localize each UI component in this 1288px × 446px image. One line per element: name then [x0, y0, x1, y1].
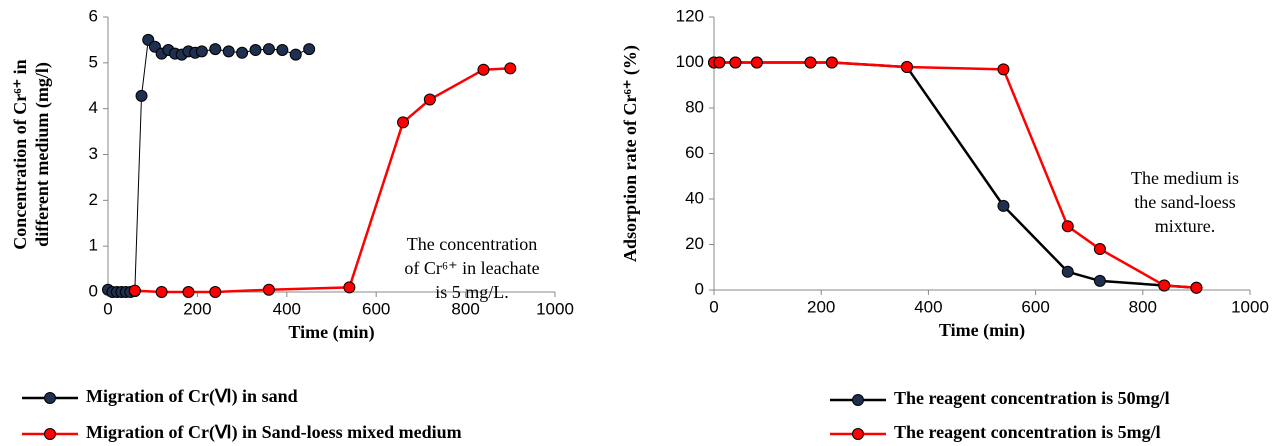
- x-tick-label: 1000: [536, 299, 574, 318]
- data-point: [729, 56, 742, 69]
- series-line: [107, 38, 310, 293]
- data-point: [303, 43, 316, 56]
- x-axis-label: Time (min): [288, 322, 374, 343]
- y-tick-label: 5: [89, 52, 98, 71]
- annotation: The medium is: [1131, 168, 1239, 188]
- data-point: [222, 45, 235, 58]
- x-tick-label: 0: [709, 297, 718, 316]
- data-point: [135, 89, 148, 102]
- y-tick-label: 6: [89, 6, 98, 25]
- data-point: [997, 199, 1010, 212]
- legend-label: The reagent concentration is 5mg/l: [894, 422, 1161, 442]
- data-point: [825, 56, 838, 69]
- annotation: the sand-loess: [1134, 192, 1235, 212]
- data-point: [236, 46, 249, 59]
- data-point: [423, 93, 436, 106]
- y-tick-label: 1: [89, 236, 98, 255]
- y-tick-label: 40: [685, 188, 704, 207]
- x-axis-label: Time (min): [939, 320, 1025, 341]
- y-tick-label: 20: [685, 234, 704, 253]
- data-point: [1061, 265, 1074, 278]
- annotation: mixture.: [1155, 216, 1216, 236]
- legend-label: Migration of Cr(Ⅵ) in sand: [86, 386, 298, 407]
- data-point: [713, 56, 726, 69]
- data-point: [343, 281, 356, 294]
- x-tick-label: 0: [103, 299, 112, 318]
- annotation: The concentration: [407, 234, 537, 254]
- legend-marker: [852, 428, 864, 440]
- data-point: [477, 63, 490, 76]
- x-tick-label: 800: [451, 299, 479, 318]
- data-point: [209, 286, 222, 298]
- data-point: [1093, 274, 1106, 287]
- y-tick-label: 80: [685, 97, 704, 116]
- y-tick-label: 3: [89, 144, 98, 163]
- data-point: [397, 116, 410, 129]
- data-point: [900, 61, 913, 74]
- data-point: [262, 43, 275, 56]
- x-tick-label: 400: [273, 299, 301, 318]
- data-point: [128, 284, 141, 297]
- series-line: [714, 61, 1197, 289]
- data-point: [750, 56, 763, 69]
- x-tick-label: 200: [183, 299, 211, 318]
- x-tick-label: 400: [914, 297, 942, 316]
- y-tick-label: 60: [685, 143, 704, 162]
- y-axis-label: Adsorption rate of Cr⁶⁺ (%): [620, 45, 641, 262]
- x-tick-label: 600: [1021, 297, 1049, 316]
- y-tick-label: 4: [89, 98, 98, 117]
- x-tick-label: 1000: [1231, 297, 1269, 316]
- legend-marker: [852, 394, 864, 406]
- annotation: is 5 mg/L.: [435, 282, 509, 302]
- data-point: [262, 283, 275, 296]
- y-axis-label: different medium (mg/l): [32, 62, 53, 247]
- legend-label: Migration of Cr(Ⅵ) in Sand-loess mixed m…: [86, 422, 462, 443]
- data-point: [1093, 243, 1106, 256]
- legend-marker: [44, 428, 56, 440]
- y-tick-label: 2: [89, 190, 98, 209]
- annotation: of Cr⁶⁺ in leachate: [404, 258, 539, 278]
- data-point: [155, 286, 168, 298]
- data-point: [504, 62, 517, 75]
- series-line: [714, 61, 1197, 289]
- x-tick-label: 600: [362, 299, 390, 318]
- data-point: [1158, 279, 1171, 292]
- data-point: [804, 56, 817, 69]
- y-axis-label: Concentration of Cr⁶⁺ in: [10, 59, 30, 249]
- data-point: [997, 63, 1010, 76]
- data-point: [1061, 220, 1074, 233]
- y-tick-label: 0: [89, 281, 98, 300]
- x-tick-label: 800: [1129, 297, 1157, 316]
- y-tick-label: 120: [676, 6, 704, 25]
- data-point: [276, 44, 289, 56]
- y-tick-label: 100: [676, 52, 704, 71]
- y-tick-label: 0: [695, 279, 704, 298]
- legend-label: The reagent concentration is 50mg/l: [894, 388, 1170, 408]
- data-point: [182, 286, 195, 298]
- legend-marker: [44, 392, 56, 404]
- x-tick-label: 200: [807, 297, 835, 316]
- data-point: [249, 44, 262, 56]
- data-point: [289, 48, 302, 61]
- series-line: [134, 67, 511, 294]
- data-point: [209, 43, 222, 56]
- data-point: [1190, 281, 1203, 294]
- data-point: [195, 45, 208, 58]
